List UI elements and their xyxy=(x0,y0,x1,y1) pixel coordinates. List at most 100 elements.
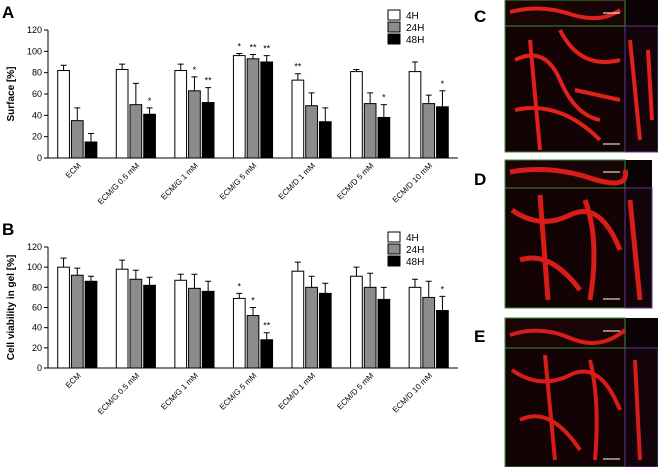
error-bar xyxy=(146,276,153,286)
significance: * xyxy=(251,296,255,306)
legend-swatch xyxy=(387,255,401,267)
image-e xyxy=(504,317,658,467)
error-bar xyxy=(88,132,94,142)
legend-label: 24H xyxy=(406,245,424,256)
x-tick-label: ECM/D 10 mM xyxy=(391,371,435,415)
error-bar xyxy=(425,94,432,104)
y-tick-label: 0 xyxy=(37,153,42,163)
bar xyxy=(232,297,246,369)
error-bar xyxy=(439,90,446,107)
x-tick-label: ECM/D 1 mM xyxy=(277,161,318,202)
y-tick-label: 120 xyxy=(27,25,42,35)
bar xyxy=(436,310,449,369)
panel-label: D xyxy=(474,170,486,189)
bar xyxy=(408,286,422,369)
error-bar xyxy=(322,107,329,122)
error-bar xyxy=(191,273,198,289)
significance: ** xyxy=(263,321,271,331)
error-bar xyxy=(88,275,94,282)
x-tick-label: ECM xyxy=(64,371,83,390)
error-bar xyxy=(205,87,212,103)
panel-label: E xyxy=(474,327,485,346)
error-bar xyxy=(119,63,126,70)
error-bar xyxy=(308,275,315,288)
bar xyxy=(422,296,436,369)
legend-swatch xyxy=(387,9,401,21)
error-bar xyxy=(60,64,67,71)
error-bar xyxy=(236,292,243,299)
significance: * xyxy=(382,93,386,103)
bar xyxy=(143,113,156,159)
y-tick-label: 40 xyxy=(32,110,42,120)
bar xyxy=(129,104,143,159)
bar xyxy=(377,116,391,159)
bar xyxy=(174,279,188,369)
significance: * xyxy=(148,96,152,106)
bar xyxy=(115,268,129,369)
error-bar xyxy=(250,54,256,59)
y-tick-label: 0 xyxy=(37,363,42,373)
error-bar xyxy=(425,280,432,298)
significance: * xyxy=(238,41,242,51)
significance: * xyxy=(193,65,197,75)
bar xyxy=(84,141,98,159)
significance: ** xyxy=(294,62,302,72)
error-bar xyxy=(294,73,301,81)
x-tick-label: ECM/G 1 mM xyxy=(159,161,200,202)
y-tick-label: 80 xyxy=(32,68,42,78)
bar xyxy=(188,287,201,369)
significance: ** xyxy=(263,44,271,54)
error-bar xyxy=(191,76,198,91)
y-axis-label: Surface [%] xyxy=(6,66,17,121)
bar xyxy=(377,298,391,369)
error-bar xyxy=(380,286,387,300)
panel-label: C xyxy=(474,7,486,26)
legend-swatch xyxy=(387,231,401,243)
y-tick-label: 20 xyxy=(32,343,42,353)
y-axis-label: Cell viability in gel [%] xyxy=(6,255,17,361)
bar xyxy=(422,103,436,159)
error-bar xyxy=(146,107,153,115)
y-tick-label: 100 xyxy=(27,262,42,272)
error-bar xyxy=(74,267,81,276)
bar xyxy=(318,292,332,369)
y-tick-label: 60 xyxy=(32,303,42,313)
bar xyxy=(70,120,84,159)
legend-label: 4H xyxy=(406,11,419,22)
x-tick-label: ECM/G 0.5 mM xyxy=(96,161,142,207)
significance: ** xyxy=(249,43,257,53)
y-tick-label: 80 xyxy=(32,282,42,292)
image-d xyxy=(504,159,653,309)
bar xyxy=(57,70,70,159)
bar xyxy=(70,274,84,369)
significance: * xyxy=(441,79,445,89)
legend-label: 4H xyxy=(406,233,419,244)
x-tick-label: ECM xyxy=(64,161,83,180)
panel-label: B xyxy=(2,220,14,239)
bar xyxy=(246,58,260,159)
bar xyxy=(318,121,332,159)
bar xyxy=(363,103,377,159)
error-bar xyxy=(263,55,270,62)
error-bar xyxy=(308,92,315,106)
error-bar xyxy=(367,92,374,104)
bar xyxy=(129,278,143,369)
y-tick-label: 100 xyxy=(27,46,42,56)
bar xyxy=(201,102,215,159)
bar xyxy=(305,286,318,369)
legend-swatch xyxy=(387,33,401,45)
error-bar xyxy=(412,278,418,288)
error-bar xyxy=(353,266,360,277)
x-tick-label: ECM/G 5 mM xyxy=(218,371,259,412)
x-tick-label: ECM/D 5 mM xyxy=(335,371,376,412)
bar xyxy=(363,286,377,369)
bar xyxy=(143,284,156,369)
error-bar xyxy=(263,332,270,340)
legend-label: 48H xyxy=(406,257,424,268)
error-bar xyxy=(177,63,184,71)
error-bar xyxy=(412,61,418,72)
error-bar xyxy=(205,280,212,292)
significance: ** xyxy=(205,76,213,86)
error-bar xyxy=(322,282,329,294)
